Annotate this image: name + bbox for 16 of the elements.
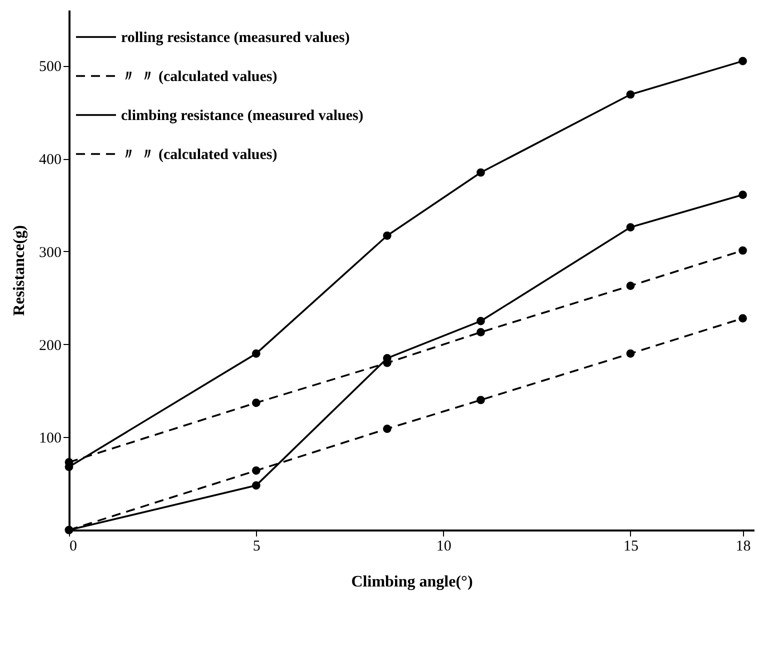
y-tick-label: 200: [39, 338, 62, 354]
legend-label: 〃 〃 (calculated values): [121, 69, 278, 85]
y-tick-label: 300: [39, 244, 62, 261]
legend-label: climbing resistance (measured values): [121, 108, 364, 124]
legend-label: rolling resistance (measured values): [121, 30, 350, 46]
y-tick-label: 500: [39, 59, 62, 76]
x-tick-label: 10: [436, 538, 452, 554]
x-tick-label: 15: [623, 538, 638, 554]
x-tick-label: 5: [252, 538, 260, 554]
x-tick-label: 0: [70, 538, 77, 554]
x-axis-title: Climbing angle(°): [351, 574, 473, 590]
legend-label: 〃 〃 (calculated values): [121, 147, 278, 163]
x-tick-label: 18: [736, 538, 751, 554]
y-tick-label: 100: [39, 430, 62, 447]
y-tick-label: 400: [39, 152, 62, 168]
y-axis-title: Resistance(g): [11, 225, 28, 316]
